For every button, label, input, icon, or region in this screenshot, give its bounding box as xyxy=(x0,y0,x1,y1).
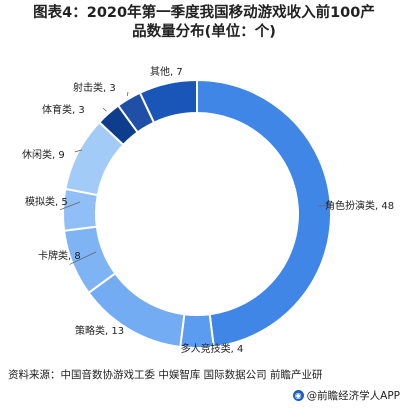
slice-label-3: 策略类, 13 xyxy=(75,324,124,337)
slice-label-6: 休闲类, 9 xyxy=(22,148,65,161)
qianzhan-logo-icon: ◉ xyxy=(292,390,304,401)
chart-title: 图表4：2020年第一季度我国移动游戏收入前100产 品数量分布(单位：个) xyxy=(10,4,398,42)
slice-5 xyxy=(62,187,99,232)
slice-label-7: 体育类, 3 xyxy=(42,103,85,116)
slice-label-4: 卡牌类, 8 xyxy=(38,249,81,262)
chart-title-line-1: 图表4：2020年第一季度我国移动游戏收入前100产 xyxy=(33,5,375,21)
chart-title-line-2: 品数量分布(单位：个) xyxy=(132,24,276,40)
leader-line-5 xyxy=(59,201,81,211)
slice-label-8: 射击类, 3 xyxy=(73,81,116,94)
slice-label-1: 角色扮演类, 48 xyxy=(325,199,394,212)
leader-line-7 xyxy=(102,107,107,112)
donut-labels: 角色扮演类, 48 多人竞技类, 4 策略类, 13 卡牌类, 8 模拟类, 5 休闲类,… xyxy=(22,65,394,355)
brand-text: @前瞻经济学人APP xyxy=(306,390,400,402)
slice-9 xyxy=(138,78,198,124)
leader-line-8 xyxy=(126,91,129,97)
donut-slices xyxy=(62,78,332,349)
source-note: 资料来源：中国音数协游戏工委 中娱智库 国际数据公司 前瞻产业研 xyxy=(8,369,323,381)
brand-footer: ◉ @前瞻经济学人APP xyxy=(292,388,400,403)
slice-label-5: 模拟类, 5 xyxy=(25,195,68,208)
leader-line-4 xyxy=(69,251,97,265)
slice-label-2: 多人竞技类, 4 xyxy=(181,342,244,355)
leader-line-1 xyxy=(317,204,334,207)
slice-1 xyxy=(196,78,332,349)
slice-label-9: 其他, 7 xyxy=(150,65,183,78)
leader-line-6 xyxy=(74,149,83,153)
slice-2 xyxy=(179,313,215,349)
